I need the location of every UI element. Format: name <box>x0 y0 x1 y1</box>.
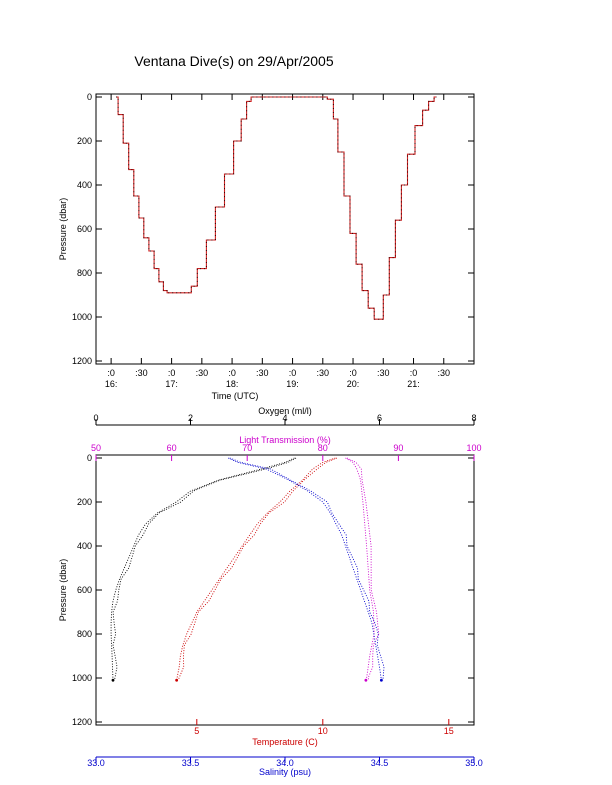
plot1-ytick-label: 1200 <box>72 356 92 366</box>
figure-title: Ventana Dive(s) on 29/Apr/2005 <box>134 53 333 69</box>
plot1-ytick-label: 0 <box>87 92 92 102</box>
salinity-tick-label: 33.5 <box>182 758 200 768</box>
light-profile-end <box>364 678 368 682</box>
plot2-frame <box>95 454 475 726</box>
plot1-xtick-label: :30 <box>135 368 148 378</box>
plot1-xtick-label: 16: <box>105 379 118 389</box>
plot1-frame <box>95 93 475 365</box>
light-tick-label: 60 <box>167 443 177 453</box>
plot1-xtick-label: 17: <box>165 379 178 389</box>
temperature-axis-label: Temperature (C) <box>252 737 318 747</box>
light-profile <box>345 457 375 681</box>
light-tick-label: 80 <box>318 443 328 453</box>
salinity-profile-end <box>379 678 383 682</box>
plot1-xtick-label: 20: <box>347 379 360 389</box>
dive-track-dots <box>116 96 437 320</box>
plot1-xtick-label: 18: <box>226 379 239 389</box>
light-axis-label: Light Transmission (%) <box>239 435 331 445</box>
temperature-tick-label: 15 <box>444 726 454 736</box>
oxygen-profile <box>110 457 295 681</box>
salinity-tick-label: 33.0 <box>87 758 105 768</box>
oxygen-tick-label: 0 <box>93 413 98 423</box>
oxygen-axis-label: Oxygen (ml/l) <box>258 406 312 416</box>
salinity-axis-label: Salinity (psu) <box>259 767 311 777</box>
oxygen-tick-label: 2 <box>188 413 193 423</box>
profile-plot: 0 200 400 600 800 1000 1200 Pressure (dbar) 0 2 4 6… <box>58 406 483 777</box>
temperature-profile-end <box>175 678 179 682</box>
plot1-ylabel: Pressure (dbar) <box>58 198 68 261</box>
temperature-tick-label: 10 <box>318 726 328 736</box>
salinity-tick-label: 34.5 <box>371 758 389 768</box>
oxygen-profile-end <box>111 678 115 682</box>
salinity-profile <box>228 457 382 681</box>
temperature-tick-label: 5 <box>194 726 199 736</box>
plot1-xtick-label: :0 <box>349 368 357 378</box>
plot1-xtick-label: 21: <box>407 379 420 389</box>
plot1-ytick-label: 600 <box>77 224 92 234</box>
plot2-ylabel: Pressure (dbar) <box>58 559 68 622</box>
salinity-tick-label: 34.0 <box>276 758 294 768</box>
plot1-xtick-label: :0 <box>410 368 418 378</box>
plot2-ytick-label: 400 <box>77 541 92 551</box>
salinity-tick-label: 35.0 <box>465 758 483 768</box>
plot1-xtick-label: :30 <box>256 368 269 378</box>
plot2-ytick-label: 1000 <box>72 673 92 683</box>
plot1-ytick-label: 400 <box>77 180 92 190</box>
time-pressure-plot: 020040060080010001200:016::30:017::30:01… <box>58 92 475 401</box>
plot1-xtick-label: 19: <box>286 379 299 389</box>
plot1-xtick-label: :0 <box>228 368 236 378</box>
plot2-ytick-label: 1200 <box>72 717 92 727</box>
plot1-xtick-label: :30 <box>317 368 330 378</box>
dive-track-line <box>116 96 437 320</box>
plot1-ytick-label: 1000 <box>72 312 92 322</box>
plot1-xlabel: Time (UTC) <box>212 391 259 401</box>
plot2-ytick-label: 600 <box>77 585 92 595</box>
oxygen-tick-label: 8 <box>471 413 476 423</box>
light-tick-label: 100 <box>466 443 481 453</box>
oxygen-tick-label: 4 <box>282 413 287 423</box>
light-tick-label: 90 <box>393 443 403 453</box>
oxygen-profile <box>112 457 297 681</box>
plot1-ytick-label: 800 <box>77 268 92 278</box>
plot1-xtick-label: :0 <box>168 368 176 378</box>
salinity-profile <box>229 457 385 681</box>
light-tick-label: 70 <box>242 443 252 453</box>
oxygen-tick-label: 6 <box>377 413 382 423</box>
plot1-xtick-label: :30 <box>438 368 451 378</box>
light-profile <box>346 457 380 681</box>
plot1-xtick-label: :30 <box>196 368 209 378</box>
plot2-ytick-label: 800 <box>77 629 92 639</box>
temperature-profile <box>177 457 338 681</box>
plot1-xtick-label: :0 <box>289 368 297 378</box>
plot1-xtick-label: :30 <box>377 368 390 378</box>
light-tick-label: 50 <box>91 443 101 453</box>
plot2-ytick-label: 200 <box>77 497 92 507</box>
plot1-ytick-label: 200 <box>77 136 92 146</box>
plot1-xtick-label: :0 <box>107 368 115 378</box>
plot2-ytick-label: 0 <box>87 453 92 463</box>
